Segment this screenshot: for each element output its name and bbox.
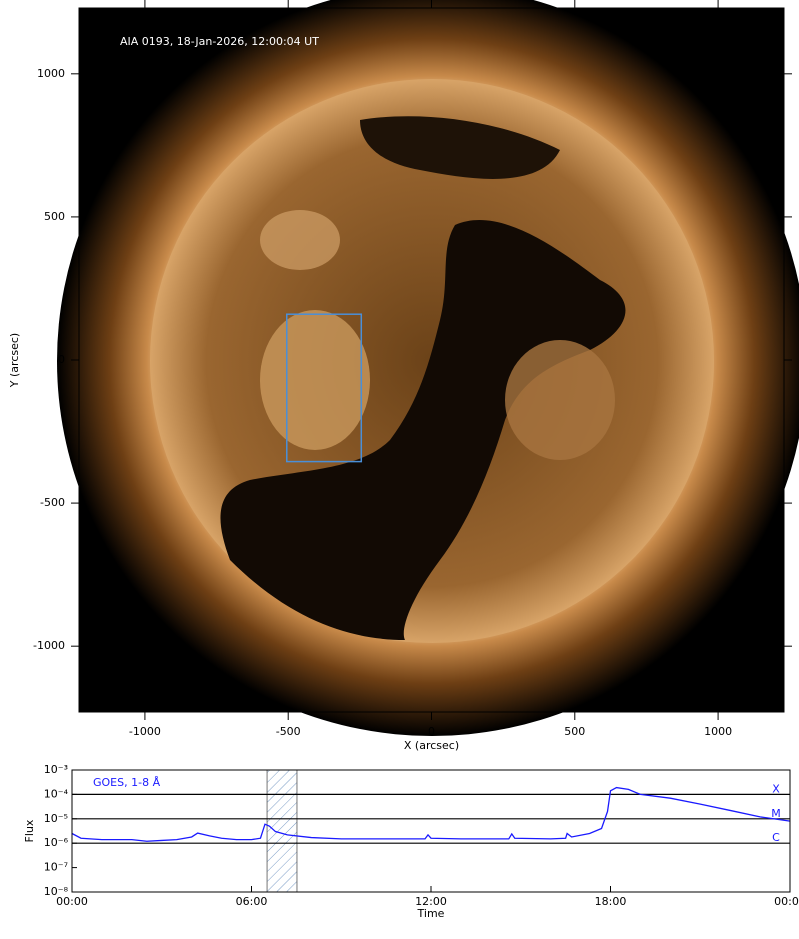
solar-image bbox=[57, 0, 799, 736]
x-tick-label: 06:00 bbox=[236, 895, 268, 908]
y-tick-label: 10⁻⁴ bbox=[44, 787, 69, 800]
x-tick-label: 00:00 bbox=[56, 895, 88, 908]
coronal-hole bbox=[220, 220, 626, 640]
region-box bbox=[286, 313, 363, 463]
x-axis-label: Time bbox=[417, 907, 445, 920]
y-tick-label: 10⁻⁷ bbox=[44, 861, 68, 874]
x-tick-label: 12:00 bbox=[415, 895, 447, 908]
y-tick-label: 1000 bbox=[37, 67, 65, 80]
frame bbox=[71, 769, 791, 893]
y-tick-label: 500 bbox=[44, 210, 65, 223]
y-axis-label: Flux bbox=[23, 819, 36, 842]
y-tick-label: 10⁻⁶ bbox=[44, 836, 69, 849]
y-tick-label: 10⁻⁵ bbox=[44, 812, 68, 825]
annotation: AIA 0193, 18-Jan-2026, 12:00:04 UT bbox=[120, 35, 319, 48]
y-tick-label: 0 bbox=[58, 353, 65, 366]
coronal-hole bbox=[360, 116, 560, 179]
y-tick-label: 10⁻⁸ bbox=[44, 885, 69, 898]
class-label: C bbox=[772, 831, 780, 844]
y-tick-label: -1000 bbox=[33, 639, 65, 652]
x-tick-label: 500 bbox=[564, 725, 585, 738]
active-region bbox=[505, 340, 615, 460]
x-tick-label: -1000 bbox=[129, 725, 161, 738]
x-tick-label: 1000 bbox=[704, 725, 732, 738]
y-axis-label: Y (arcsec) bbox=[8, 333, 21, 388]
x-tick-label: -500 bbox=[276, 725, 301, 738]
x-tick-label: 18:00 bbox=[595, 895, 627, 908]
active-region bbox=[260, 210, 340, 270]
x-tick-label: 00:00 bbox=[774, 895, 799, 908]
active-region bbox=[260, 310, 370, 450]
flux-line bbox=[71, 786, 791, 842]
x-tick-label: 0 bbox=[428, 725, 435, 738]
y-tick-label: 10⁻³ bbox=[44, 763, 68, 776]
legend-label: GOES, 1-8 Å bbox=[93, 776, 161, 789]
highlight-window bbox=[266, 769, 298, 893]
class-label: X bbox=[772, 782, 780, 795]
y-tick-label: -500 bbox=[40, 496, 65, 509]
class-label: M bbox=[771, 807, 781, 820]
x-axis-label: X (arcsec) bbox=[404, 739, 459, 752]
